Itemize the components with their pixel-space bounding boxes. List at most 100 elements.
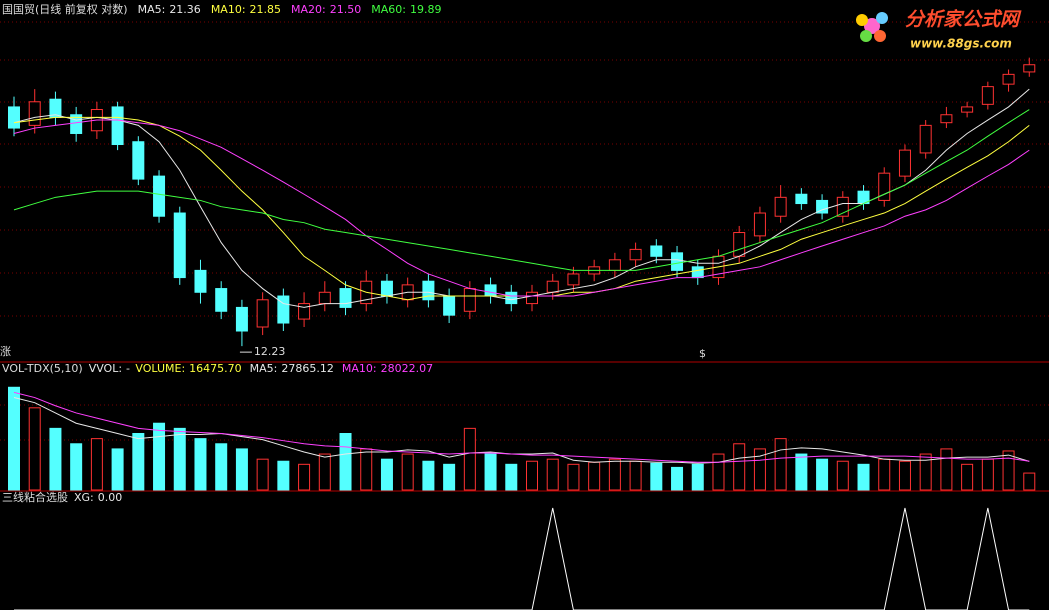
volume-bar — [463, 427, 476, 491]
readout-value: - — [126, 362, 130, 375]
legend-value: 27865.12 — [281, 362, 334, 375]
logo-title: 分析家公式网 — [905, 9, 1022, 31]
readout-name: VOLUME: — [135, 362, 185, 375]
volume-bar — [546, 458, 559, 491]
volume-bar — [898, 460, 911, 491]
ma-line — [13, 119, 1030, 297]
volume-bar — [422, 460, 435, 491]
volume-bar — [49, 427, 62, 491]
logo-petal — [860, 30, 872, 42]
candle-body — [836, 196, 849, 217]
legend-name: MA5: — [250, 362, 278, 375]
legend-value: 21.36 — [169, 3, 201, 16]
volume-bar — [339, 433, 352, 491]
volume-bar — [712, 453, 725, 491]
candle-body — [256, 299, 269, 328]
volume-bar — [816, 458, 829, 491]
legend-value: 21.50 — [330, 3, 362, 16]
candle-body — [422, 280, 435, 301]
volume-bar — [70, 443, 83, 491]
legend-value: 21.85 — [250, 3, 282, 16]
candle-body — [173, 212, 186, 279]
volume-bar — [878, 458, 891, 491]
volume-bar — [360, 448, 373, 491]
title: VOL-TDX(5,10) — [2, 362, 83, 375]
candle-body — [318, 291, 331, 305]
volume-bar — [153, 422, 166, 491]
candle-body — [153, 175, 166, 217]
volume-bar — [173, 427, 186, 491]
candle-body — [526, 291, 538, 305]
candle-body — [919, 124, 932, 154]
volume-bar — [608, 458, 621, 491]
volume-bar — [774, 438, 787, 491]
logo-petal — [856, 14, 868, 26]
volume-bar — [961, 463, 974, 491]
volume-bar — [857, 463, 870, 491]
candle-body — [443, 295, 456, 316]
volume-bar — [940, 448, 953, 491]
volume-bar — [194, 438, 207, 491]
candle-body — [608, 259, 621, 271]
ma-line — [13, 116, 1030, 301]
volume-bar — [401, 453, 414, 491]
volume-bar — [1023, 472, 1036, 491]
readout-name: VVOL: — [89, 362, 122, 375]
candle-body — [1002, 73, 1015, 85]
candle-body — [215, 288, 228, 312]
candle-body — [339, 288, 352, 308]
legend-name: MA10: — [342, 362, 377, 375]
logo: 分析家公式网 www.88gs.com — [856, 9, 1022, 51]
candle-body — [70, 114, 83, 134]
title: 三线粘合选股 — [2, 490, 68, 504]
volume-bar — [132, 433, 145, 491]
candle-body — [1023, 64, 1036, 73]
logo-petal — [874, 30, 886, 42]
volume-bar — [1002, 450, 1015, 491]
volume-bar — [567, 463, 580, 491]
logo-petal — [864, 18, 880, 34]
min-label: 12.23 — [254, 345, 285, 358]
candle-body — [816, 199, 829, 214]
volume-bar — [526, 460, 538, 491]
panel-header: VOL-TDX(5,10) VVOL: - VOLUME: 16475.70 MA5: 27… — [2, 362, 433, 375]
readout-value: 16475.70 — [189, 362, 242, 375]
volume-bar — [650, 462, 663, 491]
volume-bar — [629, 460, 642, 491]
volume-bar — [919, 453, 932, 491]
candle-body — [28, 101, 41, 126]
volume-bar — [277, 460, 290, 491]
candle-body — [961, 106, 974, 113]
candle-body — [753, 212, 766, 237]
volume-bar — [836, 460, 849, 491]
legend-name: MA60: — [371, 3, 406, 16]
volume-bar — [671, 466, 684, 491]
volume-bar — [981, 458, 994, 491]
candle-body — [671, 252, 684, 271]
candle-body — [277, 295, 290, 324]
legend-value: 19.89 — [410, 3, 442, 16]
volume-bar — [8, 386, 20, 491]
title: 国国贸(日线 前复权 对数) — [2, 2, 128, 16]
volume-bar — [484, 453, 497, 491]
legend-value: 28022.07 — [381, 362, 434, 375]
ma-line — [13, 109, 1030, 271]
volume-bar — [298, 463, 311, 491]
candle-body — [235, 306, 248, 332]
volume-bar — [588, 461, 601, 491]
candle-body — [8, 106, 20, 129]
volume-bar — [28, 407, 41, 491]
volume-bar — [235, 448, 248, 491]
candle-body — [940, 114, 953, 124]
legend-name: MA20: — [291, 3, 326, 16]
volume-bar — [795, 453, 808, 491]
candle-body — [298, 303, 311, 320]
volume-bar — [256, 458, 269, 491]
ma-line — [13, 88, 1030, 308]
volume-bar — [90, 438, 103, 491]
logo-url: www.88gs.com — [910, 37, 1012, 51]
candle-body — [132, 141, 145, 180]
candle-body — [546, 280, 559, 293]
